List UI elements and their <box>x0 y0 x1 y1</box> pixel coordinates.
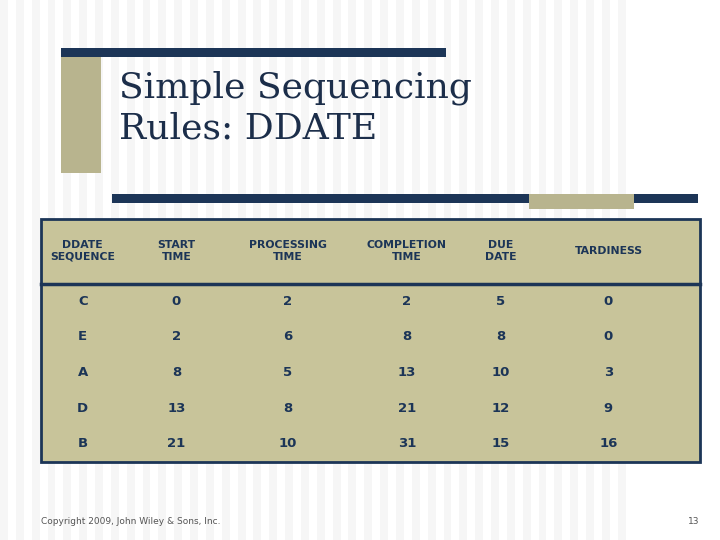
FancyBboxPatch shape <box>61 51 101 173</box>
Text: 9: 9 <box>604 402 613 415</box>
FancyBboxPatch shape <box>333 0 341 540</box>
FancyBboxPatch shape <box>317 0 325 540</box>
Text: 6: 6 <box>284 330 292 343</box>
Text: DDATE
SEQUENCE: DDATE SEQUENCE <box>50 240 115 262</box>
FancyBboxPatch shape <box>301 0 309 540</box>
Text: C: C <box>78 295 88 308</box>
FancyBboxPatch shape <box>253 0 261 540</box>
FancyBboxPatch shape <box>364 0 372 540</box>
Text: 8: 8 <box>172 366 181 379</box>
FancyBboxPatch shape <box>0 0 8 540</box>
Text: D: D <box>77 402 89 415</box>
Text: 8: 8 <box>496 330 505 343</box>
FancyBboxPatch shape <box>222 0 230 540</box>
Text: 0: 0 <box>172 295 181 308</box>
FancyBboxPatch shape <box>206 0 214 540</box>
Text: PROCESSING
TIME: PROCESSING TIME <box>249 240 327 262</box>
Text: 13: 13 <box>397 366 416 379</box>
Text: 2: 2 <box>172 330 181 343</box>
Text: COMPLETION
TIME: COMPLETION TIME <box>366 240 447 262</box>
Text: Copyright 2009, John Wiley & Sons, Inc.: Copyright 2009, John Wiley & Sons, Inc. <box>41 517 220 526</box>
FancyBboxPatch shape <box>618 0 626 540</box>
Text: A: A <box>78 366 88 379</box>
FancyBboxPatch shape <box>396 0 404 540</box>
FancyBboxPatch shape <box>539 0 546 540</box>
FancyBboxPatch shape <box>380 0 388 540</box>
Text: 16: 16 <box>599 437 618 450</box>
FancyBboxPatch shape <box>238 0 246 540</box>
FancyBboxPatch shape <box>412 0 420 540</box>
FancyBboxPatch shape <box>158 0 166 540</box>
FancyBboxPatch shape <box>475 0 483 540</box>
Text: 15: 15 <box>491 437 510 450</box>
FancyBboxPatch shape <box>459 0 467 540</box>
FancyBboxPatch shape <box>529 194 634 209</box>
FancyBboxPatch shape <box>16 0 24 540</box>
FancyBboxPatch shape <box>79 0 87 540</box>
FancyBboxPatch shape <box>554 0 562 540</box>
Text: 10: 10 <box>279 437 297 450</box>
Text: B: B <box>78 437 88 450</box>
FancyBboxPatch shape <box>491 0 499 540</box>
Text: 21: 21 <box>397 402 416 415</box>
Text: E: E <box>78 330 87 343</box>
Text: 5: 5 <box>284 366 292 379</box>
Text: 0: 0 <box>604 330 613 343</box>
Text: 5: 5 <box>496 295 505 308</box>
Text: 31: 31 <box>397 437 416 450</box>
Text: 0: 0 <box>604 295 613 308</box>
FancyBboxPatch shape <box>32 0 40 540</box>
FancyBboxPatch shape <box>111 0 119 540</box>
Text: START
TIME: START TIME <box>158 240 195 262</box>
Text: 2: 2 <box>402 295 411 308</box>
FancyBboxPatch shape <box>586 0 594 540</box>
FancyBboxPatch shape <box>570 0 578 540</box>
Text: 8: 8 <box>284 402 292 415</box>
Text: 2: 2 <box>284 295 292 308</box>
Text: 13: 13 <box>167 402 186 415</box>
FancyBboxPatch shape <box>190 0 198 540</box>
FancyBboxPatch shape <box>127 0 135 540</box>
FancyBboxPatch shape <box>602 0 610 540</box>
FancyBboxPatch shape <box>41 219 700 462</box>
FancyBboxPatch shape <box>428 0 436 540</box>
FancyBboxPatch shape <box>348 0 356 540</box>
Text: 10: 10 <box>491 366 510 379</box>
Text: 12: 12 <box>491 402 510 415</box>
Text: Simple Sequencing
Rules: DDATE: Simple Sequencing Rules: DDATE <box>119 70 472 146</box>
Text: DUE
DATE: DUE DATE <box>485 240 516 262</box>
FancyBboxPatch shape <box>143 0 150 540</box>
FancyBboxPatch shape <box>523 0 531 540</box>
Text: 3: 3 <box>604 366 613 379</box>
FancyBboxPatch shape <box>269 0 277 540</box>
Text: TARDINESS: TARDINESS <box>575 246 642 256</box>
FancyBboxPatch shape <box>95 0 103 540</box>
FancyBboxPatch shape <box>48 0 55 540</box>
Text: 13: 13 <box>688 517 700 526</box>
FancyBboxPatch shape <box>285 0 293 540</box>
FancyBboxPatch shape <box>507 0 515 540</box>
FancyBboxPatch shape <box>61 48 446 57</box>
FancyBboxPatch shape <box>112 194 698 202</box>
Text: 8: 8 <box>402 330 411 343</box>
FancyBboxPatch shape <box>174 0 182 540</box>
FancyBboxPatch shape <box>444 0 451 540</box>
FancyBboxPatch shape <box>63 0 71 540</box>
Text: 21: 21 <box>167 437 186 450</box>
